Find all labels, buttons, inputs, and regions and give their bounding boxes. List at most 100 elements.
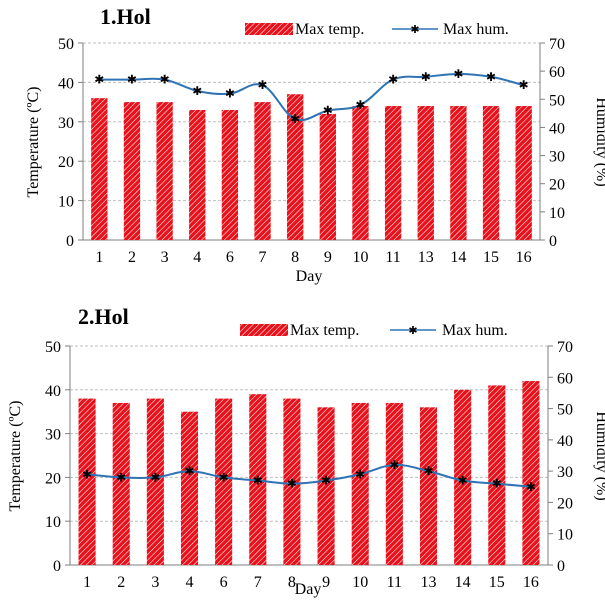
chart-1-y-axis-label: Temperature (ºC) — [25, 87, 42, 198]
y2-tick-label: 70 — [557, 339, 573, 356]
y-tick-label: 30 — [45, 427, 61, 444]
humidity-point: ✱ — [253, 474, 263, 488]
x-tick-label: 16 — [523, 574, 539, 591]
x-tick-label: 11 — [385, 249, 400, 266]
bar — [91, 98, 108, 240]
humidity-point: ✱ — [519, 78, 529, 92]
bar — [450, 106, 467, 240]
bar — [287, 94, 304, 240]
x-tick-label: 9 — [324, 249, 332, 266]
x-tick-label: 9 — [322, 574, 330, 591]
humidity-point: ✱ — [323, 104, 333, 118]
humidity-line — [99, 72, 524, 122]
y2-tick-label: 50 — [557, 402, 573, 419]
x-tick-label: 13 — [418, 249, 434, 266]
chart-2-title: 2.Hol — [78, 304, 129, 329]
x-tick-label: 2 — [117, 574, 125, 591]
x-tick-label: 7 — [254, 574, 262, 591]
chart-1-y2-axis-label: Humidity (%) — [593, 97, 605, 186]
x-tick-label: 1 — [83, 574, 91, 591]
chart-panel-2: 2.Hol Temperature (ºC) Humidity (%) Day … — [0, 300, 605, 600]
bar — [146, 398, 164, 565]
x-tick-label: 3 — [151, 574, 159, 591]
humidity-point: ✱ — [116, 470, 126, 484]
bar — [180, 411, 199, 565]
chart-1-svg: 1.Hol Temperature (ºC) Humidity (%) Day … — [25, 4, 605, 285]
legend-1-bar-swatch — [245, 23, 293, 35]
y2-tick-label: 40 — [557, 433, 573, 450]
bar — [384, 106, 402, 240]
y2-tick-label: 20 — [557, 495, 573, 512]
chart-1-legend: Max temp. ✱ Max hum. — [245, 21, 509, 38]
humidity-point: ✱ — [526, 480, 536, 494]
y2-tick-label: 40 — [549, 120, 565, 137]
bar — [156, 102, 173, 240]
humidity-point: ✱ — [453, 67, 463, 81]
x-tick-label: 14 — [455, 574, 471, 591]
x-tick-label: 10 — [352, 249, 368, 266]
bar — [319, 113, 336, 240]
x-tick-label: 8 — [291, 249, 299, 266]
x-tick-label: 16 — [516, 249, 532, 266]
y2-tick-label: 70 — [549, 36, 565, 53]
humidity-point: ✱ — [287, 477, 297, 491]
humidity-point: ✱ — [290, 112, 300, 126]
chart-2-y-axis-label: Temperature (ºC) — [7, 401, 24, 512]
y-tick-label: 50 — [45, 339, 61, 356]
x-tick-label: 15 — [489, 574, 505, 591]
legend-1-line-label: Max hum. — [443, 21, 509, 38]
y-tick-label: 0 — [53, 558, 61, 575]
humidity-point: ✱ — [82, 467, 92, 481]
chart-2-x-axis-label: Day — [295, 581, 322, 598]
humidity-point: ✱ — [94, 73, 104, 87]
bar — [385, 402, 403, 565]
y-tick-label: 10 — [45, 514, 61, 531]
humidity-point: ✱ — [192, 84, 202, 98]
bar — [189, 109, 206, 240]
y2-tick-label: 0 — [557, 558, 565, 575]
y2-tick-label: 50 — [549, 92, 565, 109]
legend-2-bar-label: Max temp. — [290, 322, 359, 339]
chart-1-x-axis-label: Day — [296, 268, 323, 285]
humidity-point: ✱ — [258, 78, 268, 92]
bar — [454, 389, 472, 565]
y-tick-label: 0 — [66, 233, 74, 250]
x-tick-label: 14 — [450, 249, 466, 266]
y2-tick-label: 30 — [557, 464, 573, 481]
bar — [352, 106, 369, 240]
bar — [317, 407, 335, 565]
bar — [515, 106, 532, 240]
humidity-point: ✱ — [421, 70, 431, 84]
bar — [221, 109, 239, 240]
humidity-point: ✱ — [355, 98, 365, 112]
humidity-point: ✱ — [458, 474, 468, 488]
bar — [254, 102, 271, 240]
y2-tick-label: 10 — [557, 527, 573, 544]
bar — [215, 398, 233, 565]
humidity-point: ✱ — [388, 73, 398, 87]
humidity-point: ✱ — [219, 470, 229, 484]
y-tick-label: 10 — [58, 194, 74, 211]
chart-1-plot: 0 10 20 30 40 50 0 10 20 30 40 50 60 70 1 2 3 4 6 7 8 9 10 11 13… — [58, 36, 565, 266]
chart-2-plot: 0 10 20 30 40 50 0 10 20 30 40 50 60 70 1 2 3 4 6 7 8 9 10 11 13… — [45, 339, 573, 591]
humidity-point: ✱ — [423, 464, 433, 478]
humidity-point: ✱ — [321, 474, 331, 488]
legend-1-bar-label: Max temp. — [295, 21, 364, 38]
x-tick-label: 15 — [483, 249, 499, 266]
y-tick-label: 50 — [58, 36, 74, 53]
bar — [417, 106, 434, 240]
humidity-point: ✱ — [355, 467, 365, 481]
chart-2-svg: 2.Hol Temperature (ºC) Humidity (%) Day … — [7, 304, 605, 598]
x-tick-label: 6 — [226, 249, 234, 266]
x-tick-label: 10 — [352, 574, 368, 591]
x-tick-label: 4 — [193, 249, 201, 266]
humidity-point: ✱ — [225, 87, 235, 101]
x-tick-label: 6 — [220, 574, 228, 591]
bar — [283, 398, 301, 565]
bar — [488, 385, 506, 565]
chart-panel-1: 1.Hol Temperature (ºC) Humidity (%) Day … — [25, 4, 605, 285]
x-tick-label: 7 — [259, 249, 267, 266]
y-tick-label: 40 — [58, 75, 74, 92]
x-tick-label: 11 — [387, 574, 402, 591]
y-tick-label: 40 — [45, 383, 61, 400]
